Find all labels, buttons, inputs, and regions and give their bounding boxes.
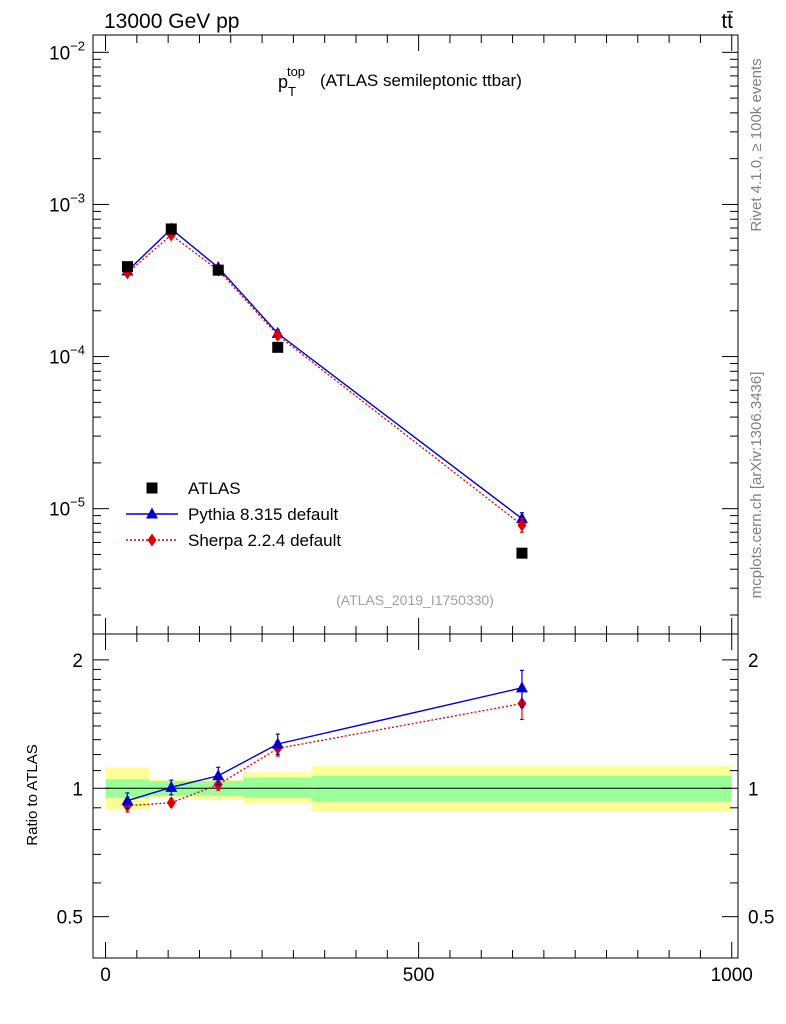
ratio-panel: 0 500 1000 0.5 0.5 1 1 2 2 xyxy=(57,633,774,986)
process-label: tt̄ xyxy=(721,10,733,33)
main-pythia-8-315-default-point xyxy=(515,512,528,524)
main-pythia-8-315-default-line xyxy=(126,228,523,520)
main-atlas-point xyxy=(516,547,528,559)
legend-marker xyxy=(147,533,157,547)
main-ytick-label: 10−4 xyxy=(49,343,85,369)
ratio-ytick-label: 2 xyxy=(72,651,83,672)
ratio-ytick-label-right: 1 xyxy=(748,779,759,800)
ratio-ytick-label-right: 2 xyxy=(748,651,759,672)
main-ytick-label: 10−2 xyxy=(49,38,85,64)
plot-title-rest: (ATLAS semileptonic ttbar) xyxy=(320,71,522,90)
ratio-pythia-8-315-default-point xyxy=(121,794,134,806)
legend: ATLAS Pythia 8.315 default Sherpa 2.2.4 de… xyxy=(126,479,341,550)
x-tick-label: 500 xyxy=(403,965,435,986)
ratio-frame xyxy=(92,633,739,959)
ratio-ytick-label: 1 xyxy=(72,779,83,800)
ratio-ytick-label: 0.5 xyxy=(57,908,83,929)
main-ytick-label: 10−5 xyxy=(49,495,85,521)
ratio-pythia-8-315-default-point xyxy=(212,769,225,781)
x-tick-label: 1000 xyxy=(711,965,753,986)
analysis-id-label: (ATLAS_2019_I1750330) xyxy=(336,592,494,608)
legend-label: Pythia 8.315 default xyxy=(188,505,339,524)
main-atlas-point xyxy=(121,261,133,273)
ratio-ylabel: Ratio to ATLAS xyxy=(24,744,41,845)
legend-marker xyxy=(146,507,158,519)
main-sherpa-2-2-4-default-line xyxy=(127,234,523,526)
main-atlas-point xyxy=(212,264,224,276)
legend-label: ATLAS xyxy=(188,479,241,498)
main-ytick-label: 10−3 xyxy=(49,190,85,216)
ratio-pythia-8-315-default-point xyxy=(165,780,178,792)
title-p: p xyxy=(278,72,288,92)
ratio-band-inner xyxy=(243,777,313,798)
main-atlas-point xyxy=(165,223,177,235)
main-panel: 10−5 10−4 10−3 10−2 xyxy=(49,34,739,635)
ratio-sherpa-2-2-4-default-point xyxy=(166,796,176,810)
main-sherpa-2-2-4-default-point xyxy=(273,328,283,342)
rivet-version-label: Rivet 4.1.0, ≥ 100k events xyxy=(748,58,765,231)
energy-label: 13000 GeV pp xyxy=(104,10,239,33)
main-atlas-point xyxy=(272,341,284,353)
ratio-pythia-8-315-default-point xyxy=(515,681,528,693)
ratio-sherpa-2-2-4-default-line xyxy=(127,702,523,807)
title-superscript: top xyxy=(287,64,305,79)
x-tick-label: 0 xyxy=(100,965,111,986)
legend-marker xyxy=(146,482,158,494)
ratio-ytick-label-right: 0.5 xyxy=(748,908,774,929)
mcplots-label: mcplots.cern.ch [arXiv:1306.3436] xyxy=(748,372,765,599)
title-subscript: T xyxy=(288,84,296,99)
plot-title: pTtop xyxy=(278,64,305,99)
main-sherpa-2-2-4-default-point xyxy=(517,518,527,532)
ratio-pythia-8-315-default-point xyxy=(271,737,284,749)
legend-label: Sherpa 2.2.4 default xyxy=(188,531,341,550)
